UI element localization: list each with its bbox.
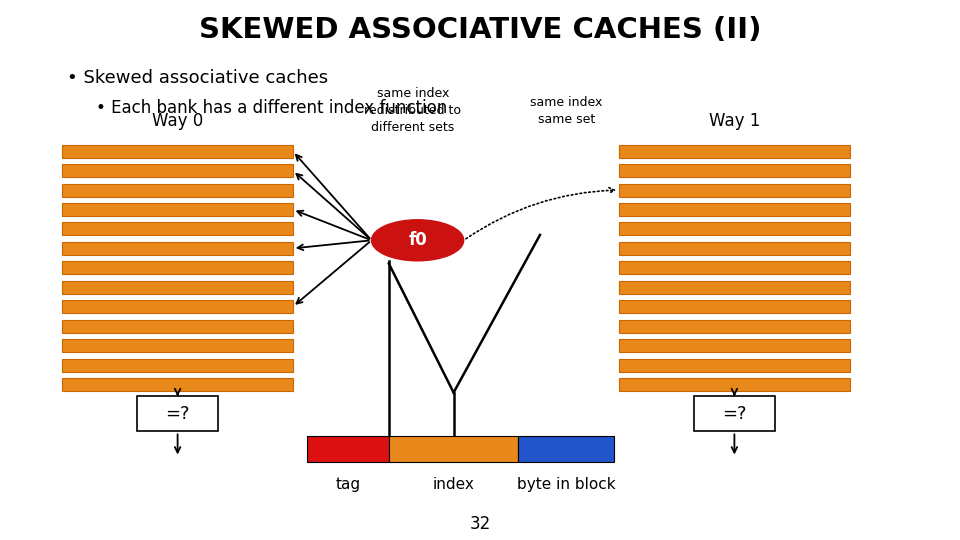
Bar (619, 359, 850, 372)
Bar (62, 359, 293, 372)
Bar (62, 339, 293, 352)
Text: Way 0: Way 0 (152, 112, 204, 131)
Bar (619, 164, 850, 177)
Bar (307, 436, 389, 462)
Bar (62, 222, 293, 235)
Bar (62, 184, 293, 197)
Text: byte in block: byte in block (517, 477, 615, 492)
Bar (62, 378, 293, 391)
Bar (389, 436, 518, 462)
Text: • Each bank has a different index function: • Each bank has a different index functi… (96, 99, 447, 117)
Bar (619, 378, 850, 391)
Bar (62, 145, 293, 158)
Text: SKEWED ASSOCIATIVE CACHES (II): SKEWED ASSOCIATIVE CACHES (II) (199, 16, 761, 44)
Bar (619, 281, 850, 294)
Bar (62, 203, 293, 216)
Bar (619, 261, 850, 274)
Bar (619, 203, 850, 216)
Bar (619, 145, 850, 158)
Text: • Skewed associative caches: • Skewed associative caches (67, 69, 328, 87)
Bar (619, 339, 850, 352)
Bar (518, 436, 614, 462)
Text: same index
same set: same index same set (530, 96, 603, 126)
Text: tag: tag (335, 477, 361, 492)
Bar (62, 261, 293, 274)
Text: 32: 32 (469, 515, 491, 533)
Bar (619, 222, 850, 235)
Text: index: index (433, 477, 474, 492)
Bar (62, 300, 293, 313)
Ellipse shape (372, 220, 464, 261)
Bar (619, 242, 850, 255)
Text: =?: =? (165, 405, 190, 423)
Bar (693, 396, 776, 431)
Bar (619, 320, 850, 333)
Text: Way 1: Way 1 (708, 112, 760, 131)
Bar (619, 184, 850, 197)
Bar (619, 300, 850, 313)
Bar (62, 242, 293, 255)
Bar (62, 320, 293, 333)
Bar (136, 396, 218, 431)
Text: f0: f0 (408, 231, 427, 249)
Bar (62, 164, 293, 177)
Text: same index
redistributed to
different sets: same index redistributed to different se… (364, 87, 462, 134)
Bar (62, 281, 293, 294)
Text: =?: =? (722, 405, 747, 423)
